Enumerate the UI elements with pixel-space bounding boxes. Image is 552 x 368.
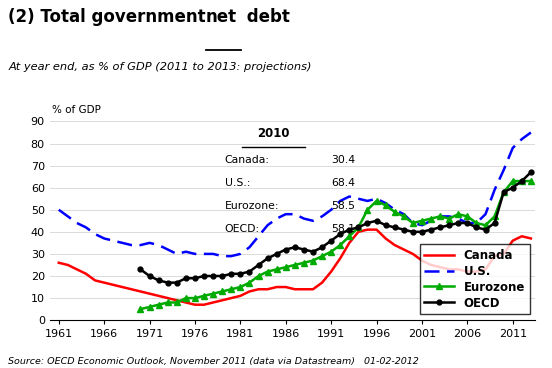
Text: Canada:: Canada: xyxy=(225,155,269,165)
Text: % of GDP: % of GDP xyxy=(52,105,101,115)
Text: 2010: 2010 xyxy=(257,127,289,141)
Text: 58.1: 58.1 xyxy=(331,224,355,234)
Text: U.S.:: U.S.: xyxy=(225,178,250,188)
Text: OECD:: OECD: xyxy=(225,224,259,234)
Legend: Canada, U.S., Eurozone, OECD: Canada, U.S., Eurozone, OECD xyxy=(420,244,529,314)
Text: 68.4: 68.4 xyxy=(331,178,355,188)
Text: Source: OECD Economic Outlook, November 2011 (data via Datastream)   01-02-2012: Source: OECD Economic Outlook, November … xyxy=(8,357,419,366)
Text: net: net xyxy=(206,8,237,26)
Text: (2) Total government: (2) Total government xyxy=(8,8,211,26)
Text: debt: debt xyxy=(241,8,290,26)
Text: 58.5: 58.5 xyxy=(331,201,355,211)
Text: 30.4: 30.4 xyxy=(331,155,355,165)
Text: Eurozone:: Eurozone: xyxy=(225,201,279,211)
Text: At year end, as % of GDP (2011 to 2013: projections): At year end, as % of GDP (2011 to 2013: … xyxy=(8,61,312,72)
